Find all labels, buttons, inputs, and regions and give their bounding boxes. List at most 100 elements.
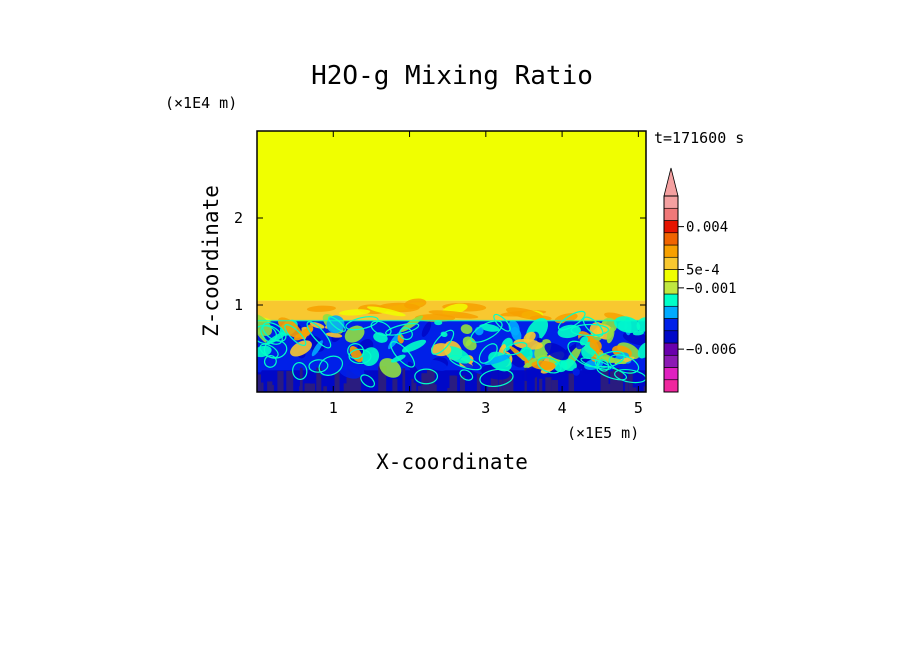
colorbar-arrow (663, 167, 679, 197)
cell-outline (557, 310, 586, 331)
bottom-plume (459, 375, 465, 392)
cell-outline (493, 313, 511, 332)
bottom-plume (316, 367, 322, 392)
bottom-plume (498, 371, 503, 392)
colorbar-segment (663, 293, 679, 307)
bottom-plume (630, 387, 637, 392)
colorbar-segment (663, 318, 679, 332)
x-tick-label: 3 (481, 399, 490, 417)
colorbar-segment (663, 269, 679, 283)
cell-outline (448, 355, 482, 371)
bottom-plume (346, 370, 355, 392)
turbulent-cell (277, 317, 302, 338)
cell-outline (328, 316, 346, 332)
cell-outline (284, 324, 307, 347)
y-scale-label: (×1E4 m) (165, 94, 237, 112)
bottom-plume (643, 386, 646, 392)
cell-outline (308, 359, 329, 373)
turbulent-cell (544, 342, 569, 361)
colorbar-segment (663, 195, 679, 209)
colorbar-label: 5e-4 (686, 263, 720, 279)
cell-outline (262, 322, 287, 342)
turbulent-cell (462, 336, 477, 351)
bottom-plume (624, 377, 629, 392)
bottom-plume (610, 371, 614, 392)
colorbar-segment (663, 342, 679, 356)
colorbar-segment (663, 354, 679, 368)
y-axis-label: Z-coordinate (199, 185, 223, 337)
bottom-plume (379, 387, 382, 392)
bottom-plume (417, 385, 422, 392)
bottom-plume (261, 382, 264, 392)
bottom-plume (304, 383, 311, 392)
x-scale-label: (×1E5 m) (567, 424, 639, 442)
transition-streak (366, 306, 406, 317)
cell-outline (537, 356, 562, 374)
colorbar-frame (663, 195, 679, 393)
colorbar-segment (663, 379, 679, 393)
cell-outline (292, 362, 308, 381)
turbulent-cell (426, 359, 448, 371)
turbulent-cell (325, 332, 343, 338)
x-tick-label: 2 (405, 399, 414, 417)
cell-outline (470, 320, 503, 343)
bottom-plume (277, 371, 284, 392)
cell-outline (360, 374, 376, 388)
cell-outline (385, 322, 420, 336)
y-tick-label: 2 (234, 209, 243, 227)
cell-outline (390, 341, 416, 368)
cell-outline (399, 327, 413, 341)
bottom-plume (613, 367, 620, 392)
turbulent-cell (338, 365, 362, 379)
bottom-plume (545, 377, 552, 392)
turbulent-cell (421, 321, 432, 337)
colorbar-label: −0.006 (686, 342, 737, 358)
turbulent-cell (484, 354, 511, 366)
colorbar-segment (663, 281, 679, 295)
layer-upper (257, 131, 646, 301)
bottom-plume (628, 371, 633, 392)
bottom-plume (508, 375, 514, 392)
turbulent-cell (557, 324, 581, 339)
cell-outline (582, 316, 604, 337)
turbulent-cell (589, 339, 602, 352)
turbulent-cell (521, 365, 542, 381)
cell-outline (431, 329, 455, 355)
plot-area (257, 131, 646, 392)
cell-outline (318, 355, 344, 376)
cell-outline (370, 320, 392, 336)
transition-streak (339, 309, 371, 316)
bottom-plume (257, 374, 262, 392)
bottom-plume (426, 369, 435, 392)
bottom-plume (421, 373, 429, 392)
turbulent-cell (361, 347, 380, 367)
x-tick-label: 1 (329, 399, 338, 417)
time-label: t=171600 s (654, 129, 744, 147)
colorbar: 0.004 5e-4 −0.001 −0.006 (663, 167, 737, 393)
cell-outline (347, 343, 365, 360)
turbulent-cell (257, 345, 272, 358)
colorbar-label: −0.001 (686, 281, 737, 297)
colorbar-segment (663, 330, 679, 344)
bottom-plume (492, 367, 496, 392)
turbulent-cell (536, 337, 543, 343)
turbulent-cell (326, 315, 345, 334)
plot-frame (256, 130, 647, 393)
cell-outline (459, 369, 474, 381)
bottom-plume (411, 378, 414, 392)
turbulent-cell (479, 323, 500, 332)
bottom-plume (335, 372, 340, 392)
bottom-plume (267, 381, 273, 392)
bottom-plume (568, 373, 575, 392)
bottom-plume (299, 367, 303, 392)
bottom-plume (539, 378, 543, 392)
bottom-plume (607, 383, 615, 392)
x-tick-label: 4 (558, 399, 567, 417)
turbulent-cell (397, 334, 404, 344)
turbulent-cell (508, 320, 520, 336)
bottom-plume (402, 368, 406, 392)
turbulent-cell (622, 331, 646, 346)
x-axis: 1 2 3 4 5 (329, 131, 643, 417)
turbulent-cell (257, 313, 272, 336)
transition-streak (404, 298, 427, 309)
